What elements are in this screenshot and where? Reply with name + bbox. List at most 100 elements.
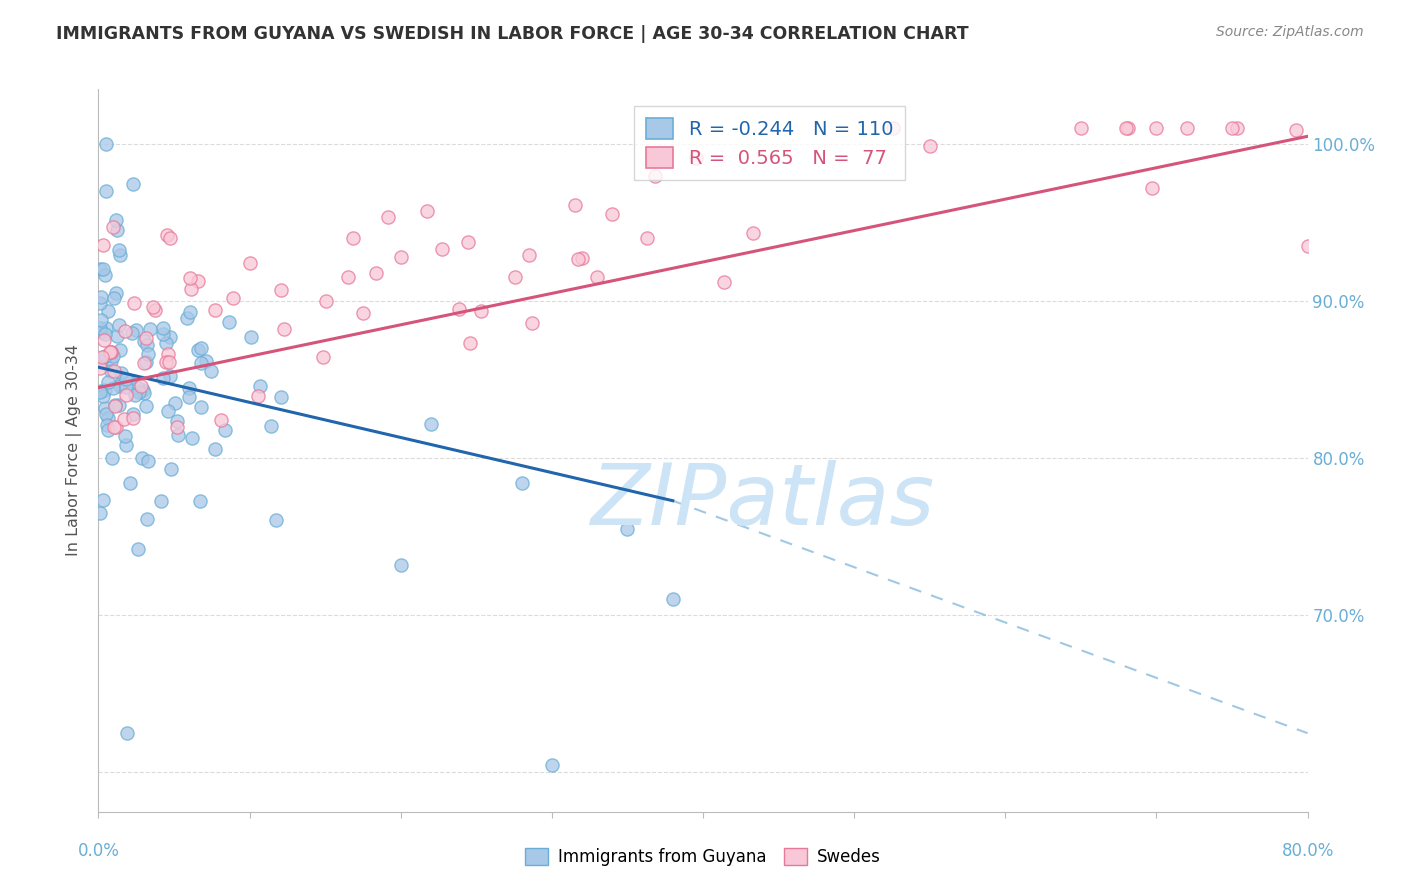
Point: [187, 274, 209, 288]
Point: [430, 243, 453, 257]
Point: [90, 313, 112, 327]
Point: [1070, 121, 1092, 136]
Point: [103, 291, 125, 305]
Point: [89, 360, 111, 375]
Point: [222, 291, 245, 305]
Point: [101, 450, 124, 465]
Point: [156, 228, 179, 243]
Point: [101, 349, 124, 363]
Point: [416, 203, 439, 218]
Text: 0.0%: 0.0%: [77, 842, 120, 860]
Point: [177, 390, 200, 404]
Point: [143, 303, 166, 318]
Point: [152, 327, 174, 342]
Point: [136, 338, 159, 352]
Point: [567, 252, 589, 267]
Point: [101, 220, 124, 235]
Point: [239, 330, 262, 344]
Point: [159, 330, 181, 344]
Point: [100, 344, 122, 359]
Point: [389, 250, 412, 264]
Point: [89, 295, 111, 310]
Point: [89, 262, 111, 277]
Point: [105, 212, 128, 227]
Point: [97, 375, 120, 389]
Point: [420, 417, 443, 431]
Point: [93, 492, 115, 507]
Point: [918, 139, 941, 153]
Point: [118, 375, 141, 389]
Point: [94, 184, 117, 198]
Point: [149, 494, 172, 508]
Point: [136, 346, 159, 360]
Point: [118, 476, 141, 491]
Point: [214, 423, 236, 437]
Point: [364, 266, 387, 280]
Point: [96, 407, 118, 421]
Point: [571, 251, 593, 265]
Point: [121, 326, 143, 340]
Point: [163, 395, 186, 409]
Point: [107, 244, 129, 258]
Point: [98, 344, 121, 359]
Point: [204, 302, 226, 317]
Point: [93, 333, 115, 347]
Point: [115, 380, 138, 394]
Point: [114, 412, 136, 426]
Point: [1142, 180, 1164, 194]
Point: [352, 306, 374, 320]
Point: [190, 341, 212, 355]
Point: [644, 169, 666, 184]
Point: [94, 137, 117, 152]
Point: [89, 384, 111, 399]
Point: [517, 248, 540, 262]
Point: [190, 400, 212, 414]
Point: [1144, 121, 1167, 136]
Point: [134, 356, 156, 370]
Point: [97, 410, 120, 425]
Point: [177, 381, 200, 395]
Point: [97, 423, 120, 437]
Point: [200, 364, 222, 378]
Point: [389, 558, 412, 573]
Point: [105, 223, 128, 237]
Point: [713, 275, 735, 289]
Point: [136, 454, 159, 468]
Point: [89, 321, 111, 335]
Point: [100, 354, 122, 368]
Point: [166, 420, 188, 434]
Point: [342, 231, 364, 245]
Point: [457, 235, 479, 249]
Point: [90, 289, 112, 303]
Point: [107, 318, 129, 332]
Point: [315, 294, 337, 309]
Point: [181, 431, 204, 445]
Point: [104, 286, 127, 301]
Point: [273, 322, 295, 336]
Point: [176, 310, 198, 325]
Point: [93, 327, 115, 342]
Point: [540, 757, 562, 772]
Point: [129, 379, 152, 393]
Point: [142, 300, 165, 314]
Point: [128, 385, 150, 400]
Point: [159, 368, 181, 383]
Point: [160, 462, 183, 476]
Point: [96, 417, 118, 432]
Point: [458, 335, 481, 350]
Point: [204, 442, 226, 456]
Point: [93, 268, 115, 282]
Point: [190, 494, 212, 508]
Point: [249, 379, 271, 393]
Point: [661, 592, 683, 607]
Point: [134, 385, 156, 400]
Point: [105, 420, 128, 434]
Point: [110, 376, 132, 391]
Point: [135, 330, 157, 344]
Point: [121, 178, 143, 192]
Point: [564, 198, 586, 212]
Legend: R = -0.244   N = 110, R =  0.565   N =  77: R = -0.244 N = 110, R = 0.565 N = 77: [634, 106, 904, 179]
Point: [108, 248, 131, 262]
Point: [616, 522, 638, 536]
Point: [115, 372, 138, 386]
